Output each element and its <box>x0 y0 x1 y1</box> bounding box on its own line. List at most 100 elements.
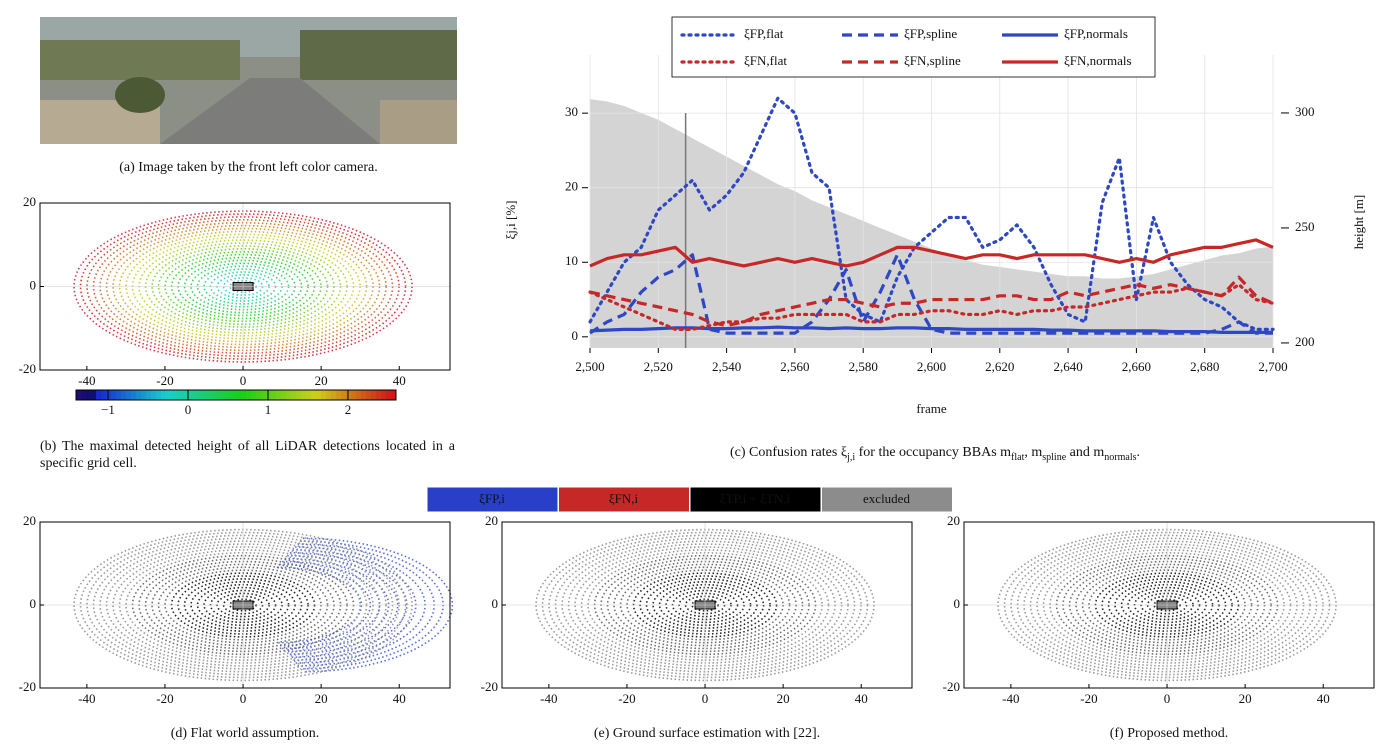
colorbar-cell <box>266 390 272 400</box>
caption-text: (c) Confusion rates ξ <box>730 445 848 460</box>
colorbar-cell <box>176 390 182 400</box>
caption: (f) Proposed method. <box>1109 726 1229 741</box>
y-tick-label: 20 <box>23 513 36 528</box>
colorbar-cell <box>166 390 172 400</box>
scan-ring <box>282 560 381 650</box>
y-tick-label: -20 <box>19 679 36 694</box>
colorbar-cell <box>191 390 197 400</box>
legend-swatch <box>558 486 690 513</box>
colorbar-cell <box>111 390 117 400</box>
colorbar-tick-label: 1 <box>265 402 272 417</box>
colorbar-cell <box>226 390 232 400</box>
colorbar-cell <box>101 390 107 400</box>
colorbar-cell <box>281 390 287 400</box>
colorbar-cell <box>291 390 297 400</box>
y-tick-label: 10 <box>565 253 578 268</box>
colorbar-cell <box>341 390 347 400</box>
colorbar-cell <box>331 390 337 400</box>
x-tick-label: 2,680 <box>1190 359 1219 374</box>
caption: (d) Flat world assumption. <box>170 726 320 741</box>
colorbar-cell <box>261 390 267 400</box>
y-tick-label: -20 <box>481 679 498 694</box>
colorbar-cell <box>206 390 212 400</box>
legend-label: ξFN,spline <box>904 53 961 68</box>
x-tick-label: -20 <box>156 691 173 706</box>
colorbar-cell <box>161 390 167 400</box>
colorbar-cell <box>336 390 342 400</box>
caption-sub: spline <box>1042 451 1067 463</box>
y2-tick-label: 300 <box>1295 104 1315 119</box>
x-tick-label: -20 <box>618 691 635 706</box>
colorbar-cell <box>121 390 127 400</box>
colorbar-cell <box>321 390 327 400</box>
area <box>590 99 1273 348</box>
y2-axis-label: height [m] <box>1351 195 1366 250</box>
caption-text: for the occupancy BBAs m <box>855 445 1012 460</box>
colorbar-cell <box>231 390 237 400</box>
x-tick-label: 0 <box>240 691 247 706</box>
colorbar-cell <box>346 390 352 400</box>
x-tick-label: 2,520 <box>644 359 673 374</box>
colorbar-cell <box>181 390 187 400</box>
colorbar-cell <box>241 390 247 400</box>
y-axis-label: ξj,i [%] <box>503 200 518 239</box>
y-tick-label: 20 <box>565 179 578 194</box>
scan-ring <box>284 557 390 653</box>
colorbar-tick-label: 0 <box>185 402 192 417</box>
legend-label: ξFN,i <box>609 491 639 506</box>
colorbar-cell <box>351 390 357 400</box>
x-tick-label: 2,600 <box>917 359 946 374</box>
y2-tick-label: 250 <box>1295 219 1315 234</box>
colorbar-cell <box>381 390 387 400</box>
series-line <box>589 253 1273 335</box>
y-tick-label: -20 <box>19 361 36 376</box>
caption-text: . <box>1136 445 1140 460</box>
colorbar-cell <box>301 390 307 400</box>
legend-swatch <box>821 486 953 513</box>
colorbar-cell <box>316 390 322 400</box>
x-tick-label: 40 <box>393 373 406 388</box>
caption: (b) The maximal detected height of all L… <box>40 439 455 471</box>
colorbar-cell <box>391 390 397 400</box>
colorbar-cell <box>271 390 277 400</box>
x-tick-label: 2,580 <box>849 359 878 374</box>
y-tick-label: 20 <box>23 194 36 209</box>
colorbar-tick-label: −1 <box>101 402 115 417</box>
legend-label: ξFP,flat <box>744 26 784 41</box>
x-tick-label: 2,640 <box>1053 359 1082 374</box>
colorbar-cell <box>141 390 147 400</box>
colorbar-cell <box>76 390 82 400</box>
x-tick-label: 2,660 <box>1122 359 1151 374</box>
colorbar-cell <box>186 390 192 400</box>
colorbar-cell <box>286 390 292 400</box>
series-line <box>588 96 1275 331</box>
x-tick-label: 0 <box>240 373 247 388</box>
x-tick-label: -20 <box>1080 691 1097 706</box>
caption-text: , m <box>1024 445 1043 460</box>
x-tick-label: 2,620 <box>985 359 1014 374</box>
colorbar-cell <box>211 390 217 400</box>
colorbar-frame <box>75 389 397 401</box>
colorbar-cell <box>256 390 262 400</box>
caption-sub: normals <box>1104 451 1137 463</box>
colorbar-cell <box>306 390 312 400</box>
x-tick-label: 2,540 <box>712 359 741 374</box>
colorbar-cell <box>276 390 282 400</box>
x-tick-label: -40 <box>540 691 557 706</box>
legend-label: ξTP,i + ξTN,i <box>720 491 791 506</box>
x-tick-label: 2,560 <box>780 359 809 374</box>
colorbar-cell <box>356 390 362 400</box>
colorbar-cell <box>196 390 202 400</box>
y-tick-label: 20 <box>485 513 498 528</box>
colorbar-cell <box>326 390 332 400</box>
x-tick-label: 40 <box>1317 691 1330 706</box>
x-tick-label: 20 <box>777 691 790 706</box>
series-line <box>589 238 1274 268</box>
x-tick-label: 40 <box>393 691 406 706</box>
x-tick-label: 20 <box>315 691 328 706</box>
colorbar-cell <box>216 390 222 400</box>
x-tick-label: -20 <box>156 373 173 388</box>
colorbar-cell <box>246 390 252 400</box>
y-tick-label: 20 <box>947 513 960 528</box>
